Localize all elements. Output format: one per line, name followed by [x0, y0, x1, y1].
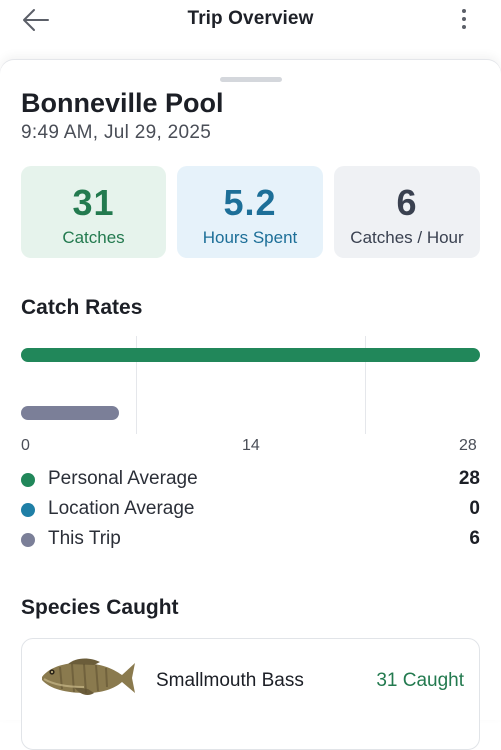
arrow-left-icon	[23, 9, 49, 31]
stat-catch-rate-value: 6	[396, 182, 418, 223]
stat-hours-value: 5.2	[223, 182, 277, 223]
trip-location: Bonneville Pool	[21, 88, 224, 118]
stat-catch-rate: 6 Catches / Hour	[334, 166, 480, 258]
legend-item-location-average: Location Average 0	[21, 497, 480, 523]
drag-handle[interactable]	[220, 77, 282, 82]
catch-rates-title: Catch Rates	[21, 296, 143, 319]
legend-dot	[21, 533, 35, 547]
tick-label: 28	[459, 437, 477, 454]
species-name: Smallmouth Bass	[156, 670, 304, 691]
stat-catches-label: Catches	[62, 228, 125, 247]
trip-datetime: 9:49 AM, Jul 29, 2025	[21, 122, 212, 143]
stat-catches: 31 Catches	[21, 166, 166, 258]
more-vertical-icon	[462, 9, 466, 13]
bar-personal-average	[21, 348, 480, 362]
more-options-button[interactable]	[454, 7, 474, 35]
species-caught-title: Species Caught	[21, 596, 179, 619]
legend-value: 28	[458, 468, 480, 489]
trip-overview-sheet: Bonneville Pool 9:49 AM, Jul 29, 2025 31…	[0, 60, 501, 750]
stat-catches-value: 31	[72, 182, 115, 223]
page-title: Trip Overview	[187, 8, 314, 29]
stat-hours-label: Hours Spent	[202, 228, 298, 247]
legend-dot	[21, 503, 35, 517]
species-count: 31 Caught	[376, 670, 464, 691]
chart-gridline	[365, 336, 366, 434]
legend-value: 0	[469, 498, 480, 519]
chart-gridline	[136, 336, 137, 434]
legend-item-personal-average: Personal Average 28	[21, 467, 480, 493]
top-app-bar: Trip Overview	[0, 0, 501, 60]
tick-label: 0	[21, 437, 30, 454]
legend-label: Location Average	[48, 498, 195, 519]
legend-value: 6	[469, 528, 480, 549]
species-card-smallmouth-bass[interactable]: Smallmouth Bass 31 Caught	[21, 638, 480, 750]
back-button[interactable]	[18, 4, 58, 38]
bar-this-trip	[21, 406, 119, 420]
tick-label: 14	[242, 437, 260, 454]
fish-icon	[42, 658, 135, 695]
legend-label: This Trip	[48, 528, 121, 549]
stat-hours: 5.2 Hours Spent	[177, 166, 323, 258]
legend-dot	[21, 473, 35, 487]
stat-catch-rate-label: Catches / Hour	[350, 228, 464, 247]
catch-rates-chart	[21, 336, 480, 434]
legend-label: Personal Average	[48, 468, 198, 489]
legend-item-this-trip: This Trip 6	[21, 527, 480, 553]
